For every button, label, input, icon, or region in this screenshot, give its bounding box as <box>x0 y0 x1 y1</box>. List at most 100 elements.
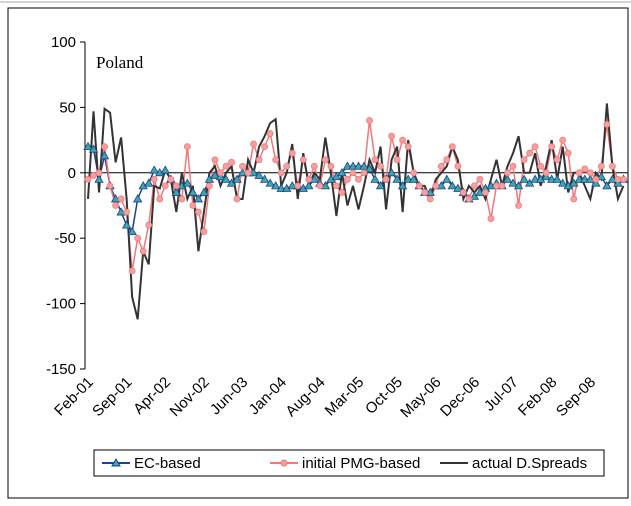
marker <box>188 187 198 196</box>
legend-label: EC-based <box>134 455 201 472</box>
marker <box>360 169 368 177</box>
marker <box>232 174 242 183</box>
marker <box>519 174 529 183</box>
marker <box>537 162 545 170</box>
legend-label: actual D.Spreads <box>472 455 587 472</box>
y-tick-label: -100 <box>46 296 76 313</box>
marker <box>609 162 616 170</box>
marker <box>211 156 219 164</box>
marker <box>531 143 539 151</box>
marker <box>110 194 121 203</box>
marker <box>277 169 285 177</box>
y-tick-label: 50 <box>59 99 76 116</box>
marker <box>581 165 589 173</box>
marker <box>415 182 423 190</box>
marker <box>342 161 353 170</box>
marker <box>552 174 562 183</box>
marker <box>592 175 600 183</box>
series-line <box>87 103 625 320</box>
marker <box>199 187 209 196</box>
marker <box>487 215 495 222</box>
marker <box>470 182 478 190</box>
marker <box>305 175 313 183</box>
marker <box>222 162 230 170</box>
marker <box>287 181 297 190</box>
marker <box>266 130 274 137</box>
marker <box>149 165 159 174</box>
marker <box>465 195 473 203</box>
marker <box>558 178 568 187</box>
marker <box>541 171 551 181</box>
marker <box>569 178 579 187</box>
marker <box>294 182 302 190</box>
marker <box>310 162 318 170</box>
marker <box>570 195 578 203</box>
marker <box>193 194 204 203</box>
marker <box>596 171 607 181</box>
marker <box>614 175 622 183</box>
marker <box>591 178 601 187</box>
marker <box>437 162 445 170</box>
marker <box>337 167 347 177</box>
marker <box>448 143 456 151</box>
marker <box>393 156 401 164</box>
marker <box>377 162 384 170</box>
marker <box>299 156 307 164</box>
legend-marker <box>280 459 288 467</box>
marker <box>221 174 231 183</box>
marker <box>425 187 435 196</box>
marker <box>613 178 623 187</box>
marker <box>454 162 462 170</box>
marker <box>359 161 369 170</box>
marker <box>178 195 186 203</box>
legend-marker <box>111 457 121 467</box>
marker <box>585 174 596 183</box>
marker <box>580 174 590 183</box>
marker <box>121 220 132 229</box>
y-tick-label: 0 <box>68 165 76 182</box>
marker <box>117 195 125 203</box>
marker <box>370 174 380 183</box>
marker <box>204 174 215 183</box>
marker <box>320 181 331 190</box>
marker <box>316 182 324 190</box>
marker <box>327 162 335 170</box>
marker <box>432 182 440 190</box>
marker <box>520 156 528 164</box>
marker <box>210 170 220 179</box>
y-tick-label: -50 <box>54 230 76 247</box>
marker <box>265 178 275 187</box>
marker <box>194 208 202 216</box>
marker <box>261 143 269 151</box>
y-tick-label: 100 <box>51 34 76 51</box>
marker <box>145 221 153 229</box>
marker <box>112 202 119 209</box>
marker <box>397 181 408 190</box>
marker <box>83 141 93 151</box>
marker <box>502 174 513 183</box>
marker <box>189 202 197 209</box>
marker <box>515 202 522 209</box>
marker <box>426 195 434 203</box>
marker <box>436 181 446 190</box>
marker <box>498 182 506 190</box>
marker <box>348 161 358 170</box>
marker <box>288 149 296 157</box>
marker <box>248 167 259 177</box>
marker <box>255 156 263 164</box>
marker <box>559 136 567 144</box>
marker <box>150 175 158 183</box>
marker <box>442 174 452 183</box>
marker <box>101 143 108 151</box>
marker <box>144 178 154 187</box>
marker <box>228 158 235 166</box>
marker <box>309 174 320 183</box>
marker <box>542 169 550 177</box>
marker <box>575 169 583 177</box>
marker <box>94 174 104 183</box>
marker <box>338 189 346 196</box>
marker <box>353 161 364 170</box>
marker <box>447 181 458 190</box>
legend <box>93 449 605 477</box>
chart-title: Poland <box>96 53 144 72</box>
